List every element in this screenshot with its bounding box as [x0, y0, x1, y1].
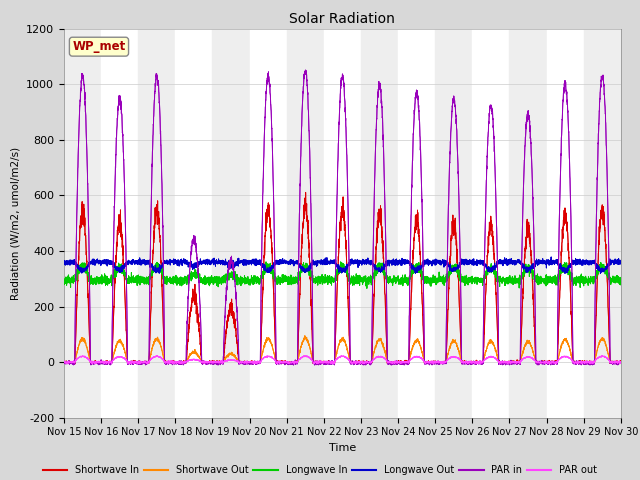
Bar — [509, 29, 547, 418]
Bar — [547, 29, 584, 418]
Bar — [175, 29, 212, 418]
Bar — [101, 29, 138, 418]
Bar — [472, 29, 509, 418]
Bar — [250, 29, 287, 418]
Bar — [398, 29, 435, 418]
Bar — [361, 29, 398, 418]
Y-axis label: Radiation (W/m2, umol/m2/s): Radiation (W/m2, umol/m2/s) — [11, 146, 20, 300]
Bar — [584, 29, 621, 418]
Bar — [287, 29, 324, 418]
Text: WP_met: WP_met — [72, 40, 125, 53]
Bar — [212, 29, 250, 418]
Bar — [64, 29, 101, 418]
Bar — [435, 29, 472, 418]
Bar — [324, 29, 361, 418]
Legend: Shortwave In, Shortwave Out, Longwave In, Longwave Out, PAR in, PAR out: Shortwave In, Shortwave Out, Longwave In… — [43, 465, 597, 475]
X-axis label: Time: Time — [329, 443, 356, 453]
Bar — [138, 29, 175, 418]
Title: Solar Radiation: Solar Radiation — [289, 12, 396, 26]
